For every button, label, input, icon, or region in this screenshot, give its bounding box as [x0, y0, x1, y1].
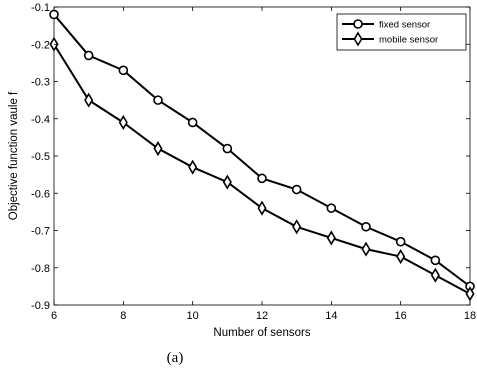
circle-marker — [291, 184, 302, 195]
y-tick-label: -0.7 — [31, 226, 50, 238]
x-tick-label: 14 — [325, 310, 337, 322]
x-tick-label: 16 — [395, 310, 407, 322]
series-fixed-sensor — [49, 9, 475, 292]
diamond-marker — [188, 159, 198, 175]
x-tick-label: 6 — [51, 310, 57, 322]
circle-marker — [430, 255, 441, 266]
circle-marker — [187, 117, 198, 128]
diamond-marker — [465, 286, 475, 302]
circle-marker — [49, 9, 59, 20]
x-tick-label: 10 — [187, 310, 199, 322]
y-tick-label: -0.2 — [31, 39, 50, 51]
y-tick-label: -0.3 — [31, 77, 50, 89]
diamond-marker — [257, 200, 267, 216]
legend-label: fixed sensor — [379, 20, 430, 31]
diamond-marker — [84, 92, 94, 108]
diamond-marker — [326, 230, 336, 246]
y-tick-label: -0.8 — [31, 263, 50, 275]
circle-marker — [361, 221, 371, 232]
circle-marker — [395, 236, 406, 247]
diamond-marker — [118, 114, 128, 131]
circle-marker — [83, 50, 94, 61]
y-tick-label: -0.5 — [31, 151, 50, 163]
x-tick-label: 18 — [464, 310, 476, 322]
y-tick-label: -0.4 — [31, 114, 50, 126]
circle-marker — [257, 173, 267, 184]
circle-marker — [118, 65, 129, 76]
series-mobile-sensor — [49, 36, 475, 302]
diamond-marker — [396, 249, 406, 265]
diamond-marker — [292, 219, 302, 235]
x-axis-label: Number of sensors — [213, 327, 310, 339]
diamond-marker — [153, 140, 163, 157]
x-tick-label: 12 — [256, 310, 268, 322]
y-tick-label: -0.1 — [31, 2, 50, 14]
figure-caption: (a) — [167, 350, 184, 366]
legend-label: mobile sensor — [379, 35, 438, 46]
diamond-marker — [430, 267, 440, 283]
diamond-marker — [361, 241, 371, 257]
diamond-marker — [222, 174, 232, 190]
x-tick-label: 8 — [120, 310, 126, 322]
y-tick-label: -0.9 — [31, 300, 50, 312]
y-tick-label: -0.6 — [31, 188, 50, 200]
y-axis-label: Objective function vaule f — [8, 91, 20, 220]
legend-circle-marker — [353, 19, 363, 29]
circle-marker — [153, 95, 163, 105]
circle-marker — [326, 203, 337, 213]
circle-marker — [222, 143, 233, 154]
legend-diamond-marker — [353, 31, 363, 47]
